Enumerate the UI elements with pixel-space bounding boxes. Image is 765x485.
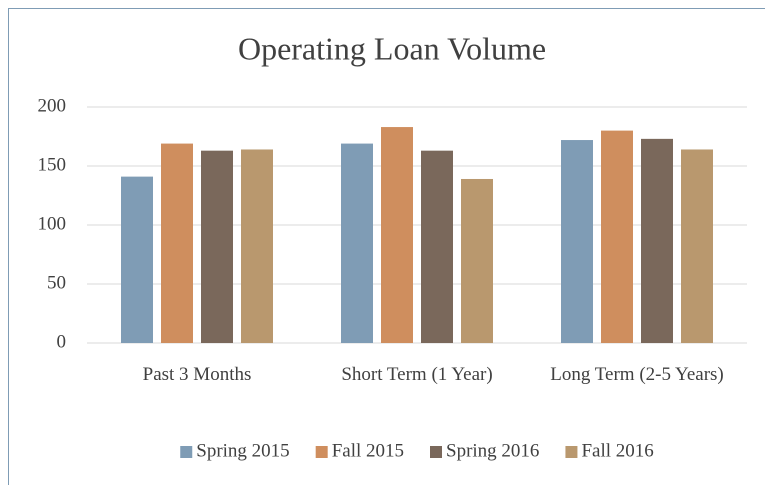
bar (461, 178, 493, 343)
y-tick-label: 150 (38, 154, 67, 175)
legend-swatch (430, 446, 442, 458)
legend-label: Spring 2015 (196, 440, 289, 461)
y-tick-label: 0 (57, 331, 67, 352)
bar (241, 149, 273, 343)
bar (161, 143, 193, 343)
bar (121, 176, 153, 343)
legend-label: Fall 2015 (332, 440, 404, 461)
legend-label: Fall 2016 (581, 440, 653, 461)
legend-swatch (315, 446, 328, 458)
bar (381, 127, 413, 343)
x-tick-label: Short Term (1 Year) (341, 364, 493, 385)
bar (341, 143, 373, 343)
bar (601, 130, 633, 343)
bar (561, 140, 593, 343)
bar (681, 149, 713, 343)
y-tick-label: 100 (38, 213, 67, 234)
legend-swatch (565, 446, 578, 458)
bar (201, 150, 233, 343)
legend-swatch (180, 446, 193, 458)
y-tick-label: 200 (38, 95, 67, 116)
bar (421, 150, 453, 343)
y-tick-label: 50 (47, 272, 66, 293)
chart-border (8, 8, 765, 485)
legend-label: Spring 2016 (446, 440, 539, 461)
x-tick-label: Past 3 Months (142, 364, 252, 385)
chart-title: Operating Loan Volume (238, 30, 546, 66)
bar (641, 138, 673, 343)
x-tick-label: Long Term (2-5 Years) (550, 364, 724, 385)
